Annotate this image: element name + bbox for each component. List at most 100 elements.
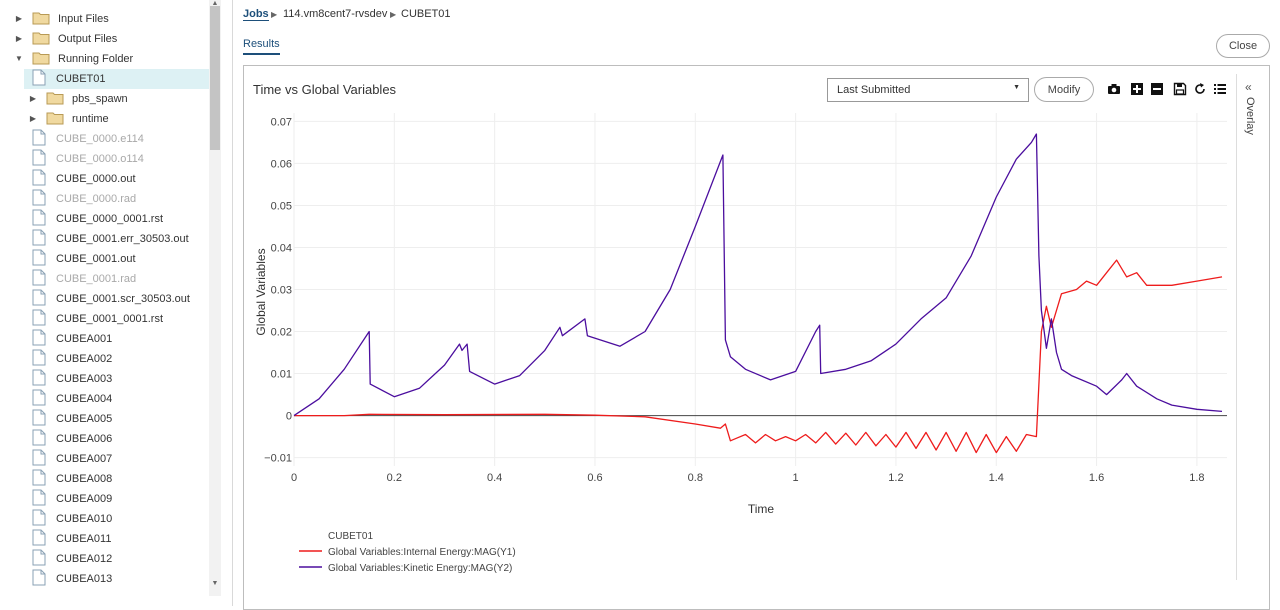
tree-item-label: CUBEA001 [56, 333, 113, 345]
scroll-down-icon[interactable]: ▼ [211, 580, 219, 587]
tree-file[interactable]: CUBE_0001.scr_30503.out [28, 289, 190, 309]
file-icon [32, 149, 56, 169]
tree-file[interactable]: CUBEA003 [28, 369, 112, 389]
list-icon[interactable] [1213, 82, 1227, 96]
folder-icon [46, 91, 72, 108]
tree-item-label: CUBEA013 [56, 573, 113, 585]
tree-item-label: CUBEA010 [56, 513, 113, 525]
tree-item-label: CUBEA005 [56, 413, 113, 425]
camera-icon[interactable] [1107, 82, 1121, 96]
overlay-divider [1236, 74, 1237, 580]
tree-item-label: CUBEA006 [56, 433, 113, 445]
submission-select[interactable]: Last Submitted ▼ [827, 78, 1029, 102]
file-icon [32, 389, 56, 409]
tree-file[interactable]: CUBEA011 [28, 529, 111, 549]
tree-item-label: CUBE_0000.o114 [56, 153, 144, 165]
tree-item-label: CUBE_0000.e114 [56, 133, 144, 145]
tree-file[interactable]: CUBE_0001_0001.rst [28, 309, 163, 329]
file-icon [32, 169, 56, 189]
file-icon [32, 569, 56, 589]
tree-file[interactable]: CUBE_0000_0001.rst [28, 209, 163, 229]
reset-icon[interactable] [1193, 82, 1207, 96]
sidebar-scroll-thumb[interactable] [210, 6, 220, 150]
file-icon [32, 549, 56, 569]
folder-icon [32, 11, 58, 28]
tree-item-label: CUBE_0001.scr_30503.out [56, 293, 190, 305]
folder-icon [32, 31, 58, 48]
tree-file[interactable]: CUBEA009 [28, 489, 112, 509]
tree-file[interactable]: CUBEA007 [28, 449, 112, 469]
scroll-up-icon[interactable]: ▲ [211, 0, 219, 7]
collapse-double-chevron-icon[interactable]: « [1245, 80, 1252, 94]
breadcrumb-separator-icon: ▶ [390, 10, 397, 19]
tree-item-label: CUBEA003 [56, 373, 113, 385]
zoom-in-icon[interactable] [1130, 82, 1144, 96]
tree-item-label: Input Files [58, 13, 109, 25]
tree-file[interactable]: CUBEA004 [28, 389, 112, 409]
file-icon [32, 269, 56, 289]
tree-file[interactable]: CUBE_0001.err_30503.out [28, 229, 189, 249]
tree-file[interactable]: CUBE_0001.rad [28, 269, 136, 289]
tree-folder[interactable]: ▶ Output Files [14, 29, 117, 49]
tree-file[interactable]: CUBEA008 [28, 469, 112, 489]
modify-button[interactable]: Modify [1034, 77, 1094, 102]
tree-item-label: CUBEA007 [56, 453, 113, 465]
file-icon [32, 449, 56, 469]
chevron-down-icon: ▼ [1013, 84, 1020, 91]
tree-file[interactable]: CUBE_0000.rad [28, 189, 136, 209]
tree-file[interactable]: CUBE_0000.o114 [28, 149, 144, 169]
tree-item-label: CUBEA009 [56, 493, 113, 505]
tree-file[interactable]: CUBEA002 [28, 349, 112, 369]
close-button[interactable]: Close [1216, 34, 1270, 58]
tree-file[interactable]: CUBEA001 [28, 329, 112, 349]
tree-file[interactable]: CUBEA010 [28, 509, 112, 529]
tree-item-label: CUBEA008 [56, 473, 113, 485]
results-panel [243, 65, 1270, 610]
tree-item-label: runtime [72, 113, 109, 125]
tree-item-label: CUBEA002 [56, 353, 113, 365]
tree-file[interactable]: CUBEA005 [28, 409, 112, 429]
caret-down-icon[interactable]: ▼ [15, 54, 23, 63]
tree-item-label: Output Files [58, 33, 118, 45]
tree-folder[interactable]: ▶ runtime [28, 109, 109, 129]
tree-item-label: pbs_spawn [72, 93, 128, 105]
tree-item-label: CUBET01 [56, 73, 106, 85]
tree-file[interactable]: CUBE_0000.out [28, 169, 136, 189]
file-icon [32, 229, 56, 249]
tree-file[interactable]: CUBEA006 [28, 429, 112, 449]
breadcrumb-server[interactable]: 114.vm8cent7-rvsdev [283, 8, 388, 20]
file-icon [32, 529, 56, 549]
file-icon [32, 369, 56, 389]
caret-right-icon[interactable]: ▶ [15, 34, 23, 43]
tree-file[interactable]: CUBEA013 [28, 569, 112, 589]
file-icon [32, 69, 56, 89]
submission-select-value: Last Submitted [837, 84, 911, 96]
zoom-out-icon[interactable] [1150, 82, 1164, 96]
tree-file[interactable]: CUBE_0000.e114 [28, 129, 144, 149]
file-icon [32, 409, 56, 429]
tree-item-label: CUBE_0000_0001.rst [56, 213, 164, 225]
file-icon [32, 329, 56, 349]
tree-item-label: CUBE_0001_0001.rst [56, 313, 164, 325]
caret-right-icon[interactable]: ▶ [29, 114, 37, 123]
overlay-toggle[interactable]: Overlay [1244, 97, 1256, 135]
breadcrumb-separator-icon: ▶ [271, 10, 278, 19]
tree-item-label: CUBEA004 [56, 393, 113, 405]
breadcrumb-jobs-link[interactable]: Jobs [243, 8, 269, 21]
tree-item-label: CUBE_0001.err_30503.out [56, 233, 189, 245]
tree-file[interactable]: CUBET01 [24, 69, 209, 89]
caret-right-icon[interactable]: ▶ [15, 14, 23, 23]
save-icon[interactable] [1173, 82, 1187, 96]
tree-folder[interactable]: ▼ Running Folder [14, 49, 133, 69]
file-tree-sidebar: ▶ Input Files ▶ Output Files ▼ Running Folder… [0, 0, 222, 606]
tree-folder[interactable]: ▶ Input Files [14, 9, 109, 29]
caret-right-icon[interactable]: ▶ [29, 94, 37, 103]
tree-item-label: CUBE_0001.out [56, 253, 136, 265]
tab-results[interactable]: Results [243, 38, 280, 55]
tree-file[interactable]: CUBEA012 [28, 549, 112, 569]
file-icon [32, 349, 56, 369]
tree-file[interactable]: CUBE_0001.out [28, 249, 136, 269]
tree-item-label: Running Folder [58, 53, 134, 65]
tree-item-label: CUBEA011 [56, 533, 112, 545]
tree-folder[interactable]: ▶ pbs_spawn [28, 89, 128, 109]
